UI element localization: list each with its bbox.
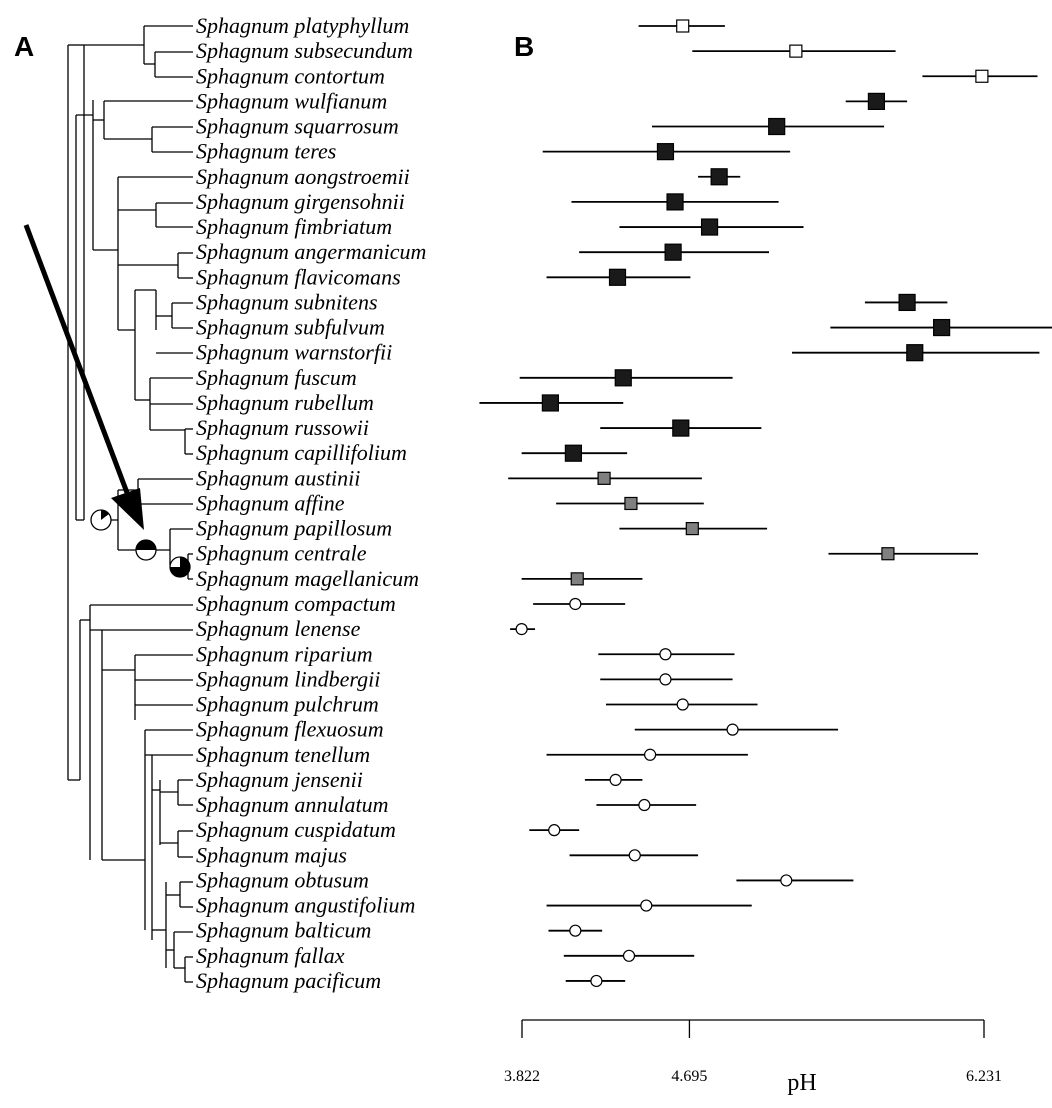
species-label: Sphagnum capillifolium	[196, 440, 407, 465]
species-label: Sphagnum cuspidatum	[196, 817, 396, 842]
species-label: Sphagnum flavicomans	[196, 264, 401, 289]
ph-point-circle	[640, 899, 653, 912]
species-label: Sphagnum angermanicum	[196, 239, 426, 264]
ph-point-circle	[726, 723, 739, 736]
ph-point-circle	[780, 874, 793, 887]
ph-point-black-square	[656, 143, 675, 161]
ph-point-open-square	[975, 69, 989, 83]
ph-point-circle	[515, 623, 528, 636]
ph-point-circle	[569, 597, 582, 611]
ph-point-grey-square	[570, 572, 584, 586]
x-tick-label: 4.695	[671, 1068, 707, 1085]
ancestral-state-node	[169, 556, 191, 578]
species-label: Sphagnum platyphyllum	[196, 13, 409, 38]
x-axis: 3.822 4.695 6.231	[504, 1019, 1002, 1085]
species-label: Sphagnum teres	[196, 139, 336, 164]
species-label: Sphagnum jensenii	[196, 767, 363, 792]
species-label: Sphagnum compactum	[196, 591, 396, 616]
species-label: Sphagnum pulchrum	[196, 692, 379, 717]
species-label: Sphagnum centrale	[196, 541, 367, 566]
ph-point-grey-square	[881, 547, 895, 561]
species-label: Sphagnum flexuosum	[196, 717, 384, 742]
ph-point-black-square	[710, 168, 728, 186]
species-label: Sphagnum obtusum	[196, 867, 369, 892]
species-label: Sphagnum rubellum	[196, 390, 374, 415]
ph-point-black-square	[933, 318, 951, 337]
ph-point-circle	[622, 949, 636, 962]
species-label: Sphagnum balticum	[196, 918, 371, 943]
ph-point-open-square	[789, 44, 803, 58]
species-label: Sphagnum angustifolium	[196, 893, 415, 918]
species-label: Sphagnum magellanicum	[196, 566, 419, 591]
phylogenetic-tree	[67, 25, 193, 983]
species-label: Sphagnum lenense	[196, 616, 361, 641]
species-label: Sphagnum russowii	[196, 415, 369, 440]
x-axis-title: pH	[787, 1070, 816, 1096]
ph-point-grey-square	[624, 496, 638, 511]
species-label: Sphagnum annulatum	[196, 792, 389, 817]
ph-point-black-square	[614, 369, 632, 387]
ph-point-black-square	[768, 117, 786, 136]
species-label: Sphagnum tenellum	[196, 742, 370, 767]
ph-point-black-square	[541, 394, 559, 412]
species-label: Sphagnum pacificum	[196, 968, 381, 993]
ancestral-state-node	[135, 539, 157, 561]
species-label: Sphagnum wulfianum	[196, 88, 387, 113]
panel-label-b: B	[514, 31, 534, 62]
species-label: Sphagnum affine	[196, 490, 345, 515]
ph-point-black-square	[898, 293, 916, 312]
ph-point-open-square	[676, 19, 690, 33]
species-label: Sphagnum fuscum	[196, 365, 357, 390]
ph-point-circle	[659, 673, 672, 686]
ph-point-circle	[590, 974, 603, 988]
species-label: Sphagnum aongstroemii	[196, 164, 410, 189]
ph-point-circle	[676, 698, 689, 711]
panel-label-a: A	[14, 31, 34, 62]
species-label: Sphagnum fimbriatum	[196, 214, 392, 239]
ph-point-circle	[569, 924, 582, 937]
ancestral-state-node	[90, 509, 112, 531]
species-label: Sphagnum warnstorfii	[196, 340, 392, 365]
species-label: Sphagnum lindbergii	[196, 666, 380, 691]
x-tick-label: 3.822	[504, 1068, 540, 1085]
species-label: Sphagnum majus	[196, 842, 347, 867]
ph-point-black-square	[608, 268, 627, 286]
ph-point-circle	[609, 773, 622, 787]
ph-point-circle	[659, 648, 672, 661]
plot-marks	[479, 19, 1052, 988]
species-label: Sphagnum subfulvum	[196, 315, 385, 340]
ph-point-black-square	[906, 344, 924, 362]
ph-point-black-square	[672, 419, 690, 437]
species-label: Sphagnum subnitens	[196, 289, 378, 314]
species-label: Sphagnum contortum	[196, 63, 385, 88]
species-label: Sphagnum austinii	[196, 465, 360, 490]
ph-point-black-square	[664, 243, 682, 261]
ph-point-black-square	[867, 92, 886, 110]
ph-point-grey-square	[597, 471, 611, 485]
species-label: Sphagnum papillosum	[196, 516, 392, 541]
arrow	[23, 224, 144, 530]
species-label: Sphagnum fallax	[196, 943, 345, 968]
species-label: Sphagnum girgensohnii	[196, 189, 405, 214]
ph-point-circle	[628, 849, 641, 862]
species-label: Sphagnum squarrosum	[196, 114, 399, 139]
ph-point-black-square	[564, 444, 582, 462]
species-label: Sphagnum riparium	[196, 641, 373, 666]
ph-point-circle	[644, 748, 657, 761]
ph-point-circle	[638, 798, 651, 812]
ph-point-circle	[548, 824, 561, 837]
ph-point-black-square	[700, 218, 719, 236]
ph-point-grey-square	[685, 521, 699, 536]
ph-point-black-square	[666, 193, 684, 211]
x-tick-label: 6.231	[966, 1068, 1002, 1085]
species-label: Sphagnum subsecundum	[196, 38, 413, 63]
